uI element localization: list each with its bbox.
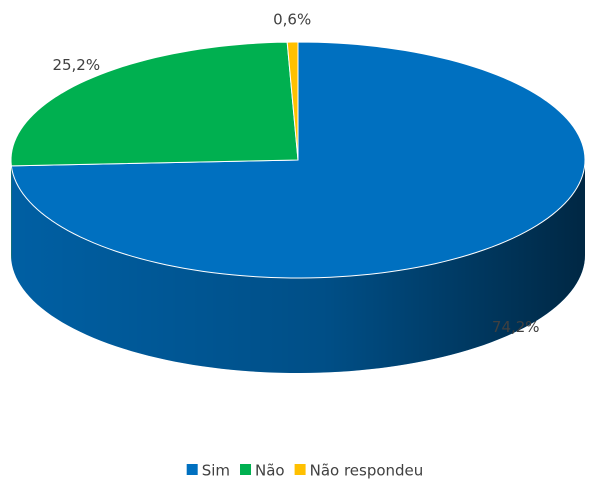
data-label: 25,2% <box>52 56 100 74</box>
legend-swatch <box>186 464 198 475</box>
legend-label: Não respondeu <box>310 462 424 480</box>
legend-swatch <box>240 464 252 475</box>
legend-swatch <box>294 464 306 475</box>
pie-slice <box>286 41 299 161</box>
legend-label: Sim <box>202 462 230 480</box>
legend-label: Não <box>255 462 285 480</box>
pie-side-shade <box>11 160 586 373</box>
data-label: 0,6% <box>273 11 311 29</box>
data-label: 74,2% <box>492 318 540 336</box>
pie-slice <box>10 41 299 167</box>
